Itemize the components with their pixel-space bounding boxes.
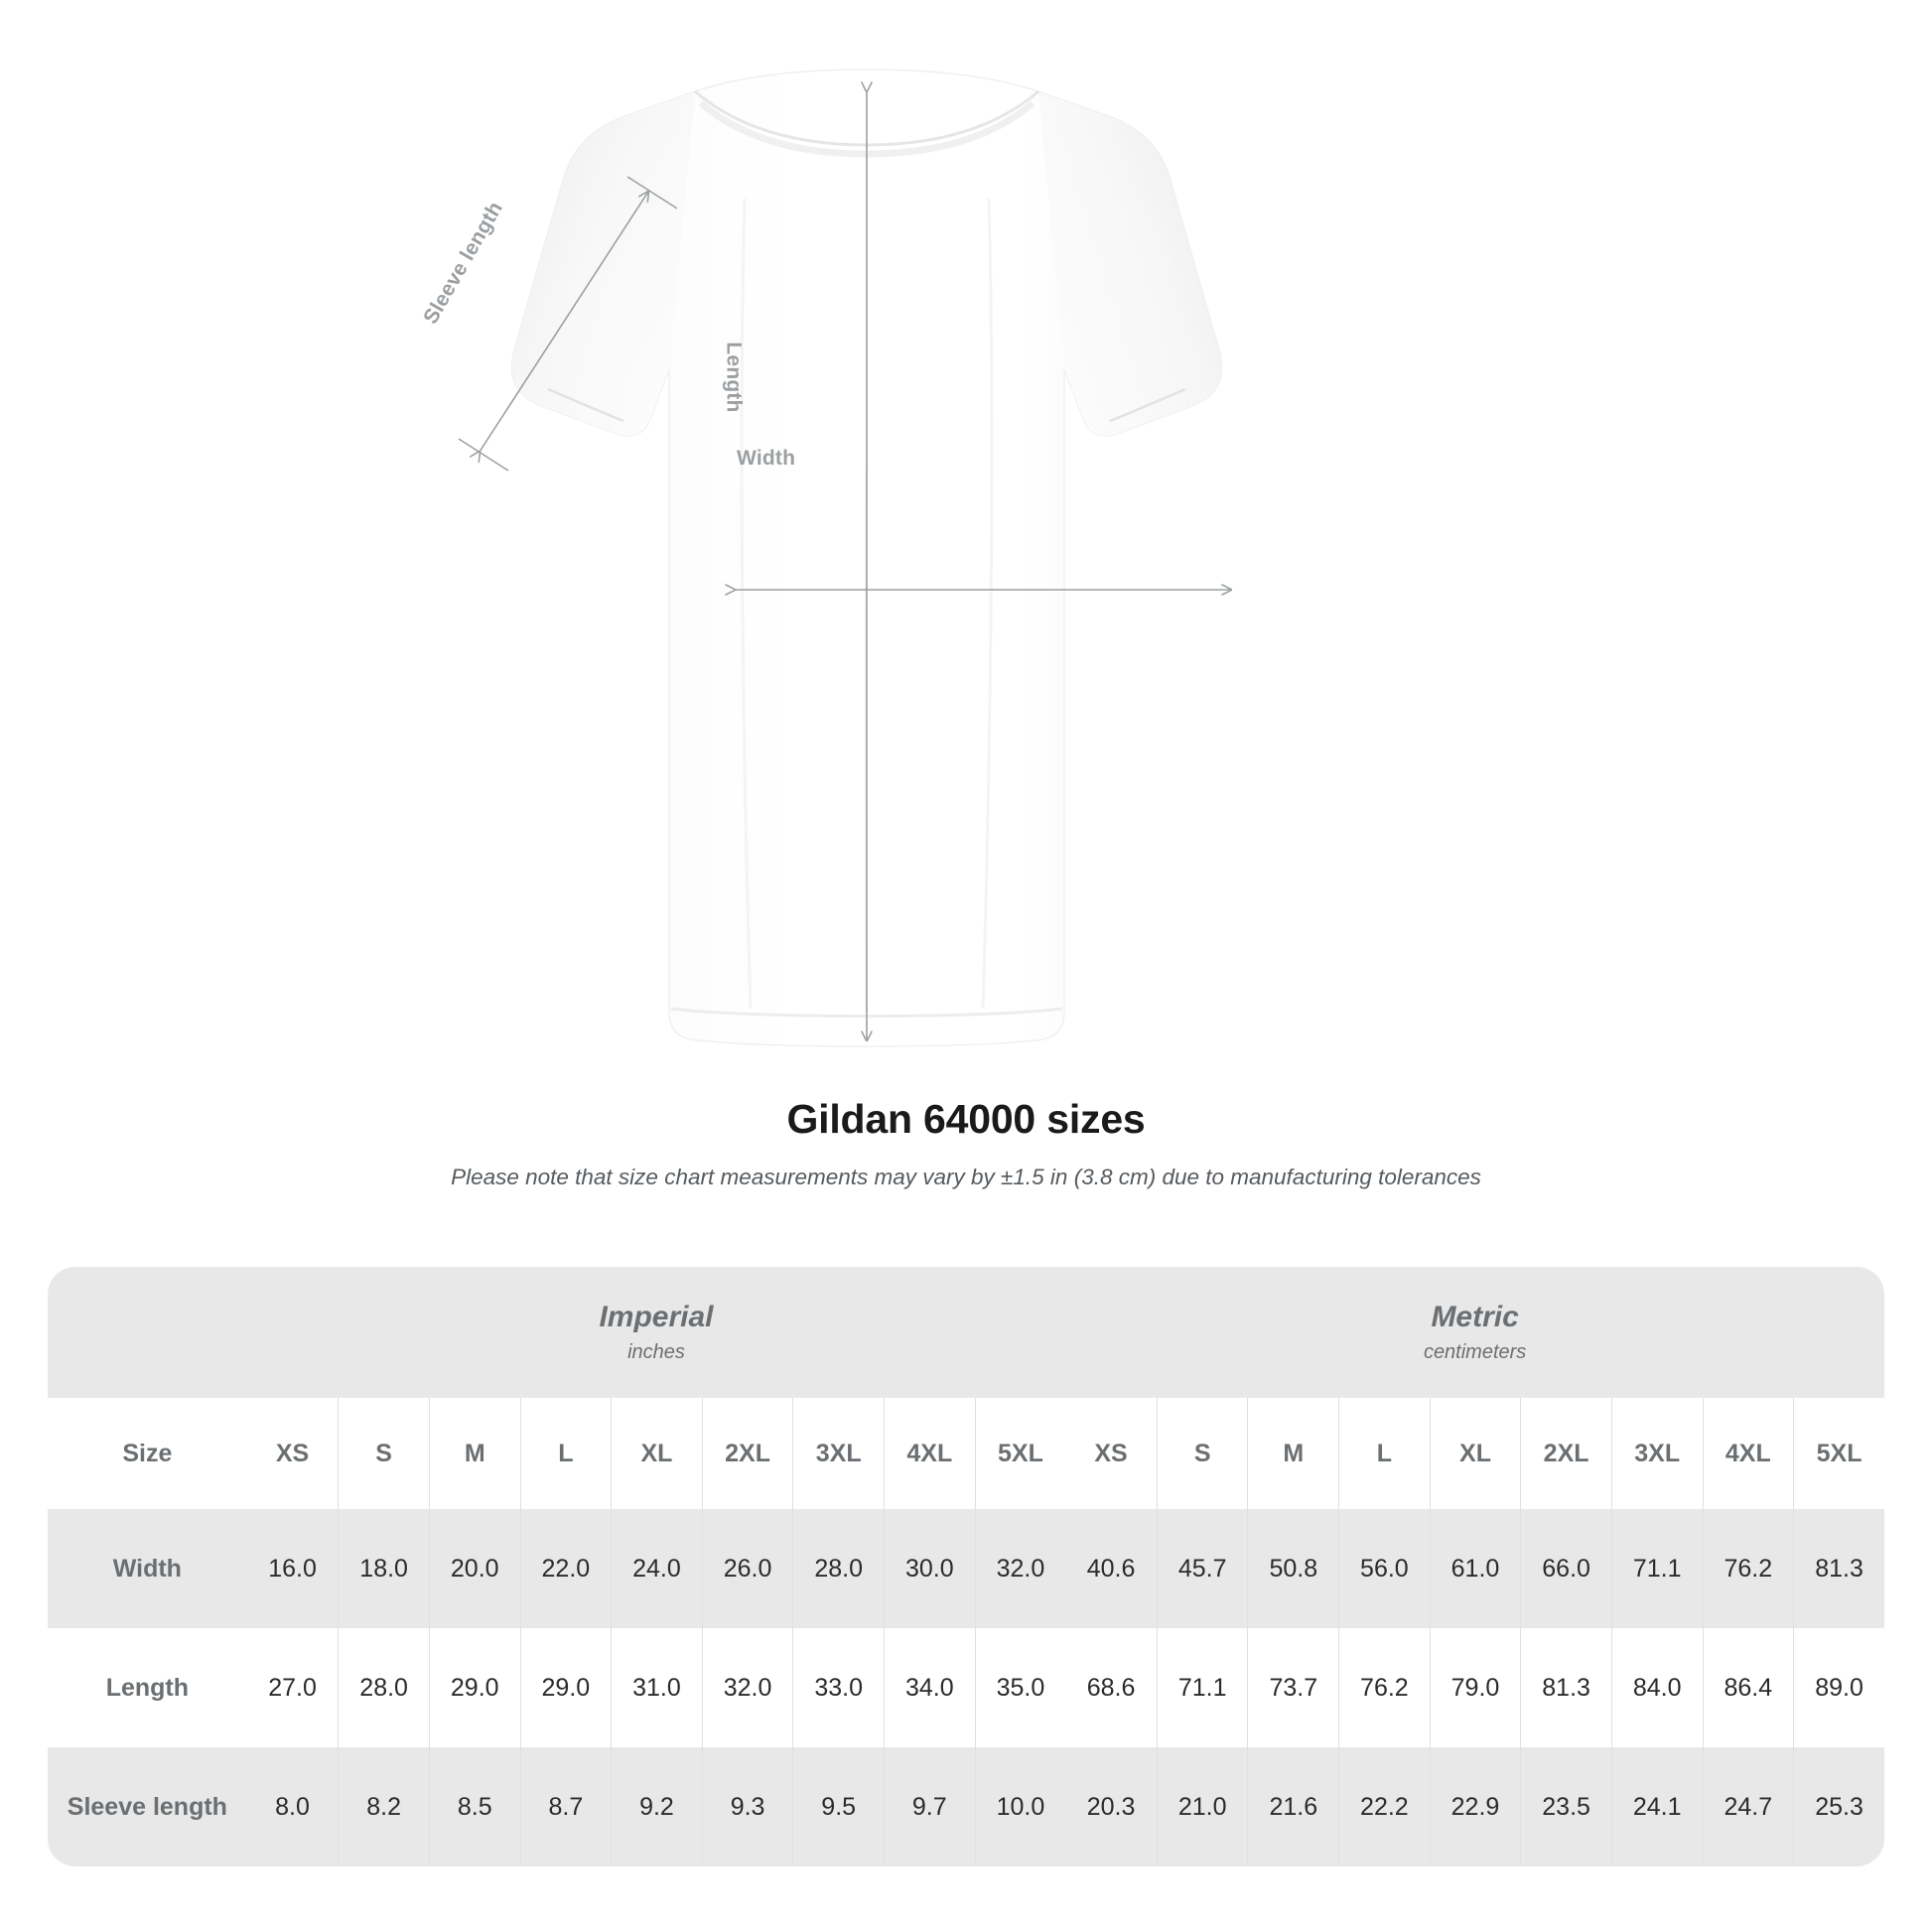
cell-sleeve-length-imperial-5xl: 10.0 [974,1747,1066,1866]
cell-width-metric-m: 50.8 [1247,1509,1339,1628]
cell-sleeve-length-imperial-l: 8.7 [519,1747,612,1866]
cell-width-imperial-l: 22.0 [519,1509,612,1628]
size-chart-table: Imperial inches Metric centimeters Size XS S M L… [48,1267,1884,1866]
unit-group-subtitle: centimeters [1423,1340,1527,1363]
size-header-l: L [1338,1398,1430,1509]
size-header-l: L [519,1398,612,1509]
cell-sleeve-length-metric-l: 22.2 [1338,1747,1430,1866]
size-header-4xl: 4XL [1702,1398,1794,1509]
unit-group-imperial: Imperial inches [246,1267,1066,1398]
cell-length-metric-xs: 68.6 [1065,1628,1157,1747]
cell-sleeve-length-imperial-2xl: 9.3 [701,1747,793,1866]
cell-width-imperial-s: 18.0 [338,1509,429,1628]
cell-width-imperial-4xl: 30.0 [883,1509,975,1628]
size-header-m: M [1247,1398,1339,1509]
cell-length-metric-5xl: 89.0 [1793,1628,1884,1747]
cell-sleeve-length-imperial-3xl: 9.5 [792,1747,884,1866]
cell-width-metric-3xl: 71.1 [1610,1509,1703,1628]
unit-group-name: Metric [1431,1301,1519,1334]
size-header-m: M [428,1398,520,1509]
cell-width-metric-s: 45.7 [1156,1509,1248,1628]
size-header-s: S [338,1398,429,1509]
sleeve-length-dimension-arrow [480,192,648,452]
size-header-2xl: 2XL [1520,1398,1611,1509]
unit-header-blank [48,1267,247,1398]
page-title: Gildan 64000 sizes [786,1096,1146,1142]
cell-width-imperial-5xl: 32.0 [974,1509,1066,1628]
cell-length-imperial-2xl: 32.0 [701,1628,793,1747]
cell-length-metric-3xl: 84.0 [1610,1628,1703,1747]
cell-width-metric-xl: 61.0 [1429,1509,1521,1628]
tshirt-illustration [458,69,1932,1047]
size-header-row: Size XS S M L XL 2XL 3XL 4XL 5XL XS S M L XL 2XL 3XL 4XL 5… [48,1398,1884,1509]
cell-length-imperial-l: 29.0 [519,1628,612,1747]
cell-length-metric-xl: 79.0 [1429,1628,1521,1747]
unit-group-name: Imperial [599,1301,714,1334]
cell-width-imperial-3xl: 28.0 [792,1509,884,1628]
cell-sleeve-length-metric-4xl: 24.7 [1702,1747,1794,1866]
cell-sleeve-length-metric-xl: 22.9 [1429,1747,1521,1866]
size-header-label: Size [48,1398,247,1509]
table-row: Sleeve length 8.0 8.2 8.5 8.7 9.2 9.3 9.5 9.7 10.… [48,1747,1884,1866]
tshirt-diagram: Sleeve length Length Width [419,69,1932,1047]
unit-group-subtitle: inches [627,1340,685,1363]
size-table-wrapper: Imperial inches Metric centimeters Size XS S M L… [48,1267,1884,1866]
size-header-3xl: 3XL [1610,1398,1703,1509]
unit-header-row: Imperial inches Metric centimeters [48,1267,1884,1398]
table-row: Length 27.0 28.0 29.0 29.0 31.0 32.0 33.0 34.0 35… [48,1628,1884,1747]
cell-sleeve-length-imperial-4xl: 9.7 [883,1747,975,1866]
cell-length-imperial-4xl: 34.0 [883,1628,975,1747]
cell-width-imperial-xs: 16.0 [246,1509,339,1628]
cell-width-metric-5xl: 81.3 [1793,1509,1884,1628]
cell-length-imperial-xs: 27.0 [246,1628,339,1747]
cell-sleeve-length-metric-2xl: 23.5 [1520,1747,1611,1866]
unit-group-metric: Metric centimeters [1065,1267,1884,1398]
size-header-2xl: 2XL [701,1398,793,1509]
size-header-5xl: 5XL [1793,1398,1884,1509]
cell-width-metric-2xl: 66.0 [1520,1509,1611,1628]
cell-length-imperial-s: 28.0 [338,1628,429,1747]
cell-width-metric-l: 56.0 [1338,1509,1430,1628]
size-header-xl: XL [611,1398,702,1509]
row-label-width: Width [48,1509,247,1628]
title-block: Gildan 64000 sizes Please note that size… [0,1096,1932,1191]
cell-sleeve-length-metric-xs: 20.3 [1065,1747,1157,1866]
cell-length-imperial-m: 29.0 [428,1628,520,1747]
tolerance-note: Please note that size chart measurements… [451,1165,1481,1190]
cell-length-metric-2xl: 81.3 [1520,1628,1611,1747]
cell-width-metric-xs: 40.6 [1065,1509,1157,1628]
row-label-length: Length [48,1628,247,1747]
size-header-3xl: 3XL [792,1398,884,1509]
cell-sleeve-length-metric-m: 21.6 [1247,1747,1339,1866]
size-header-5xl: 5XL [974,1398,1066,1509]
cell-sleeve-length-imperial-s: 8.2 [338,1747,429,1866]
cell-width-imperial-m: 20.0 [428,1509,520,1628]
cell-length-metric-m: 73.7 [1247,1628,1339,1747]
cell-length-metric-l: 76.2 [1338,1628,1430,1747]
cell-width-imperial-xl: 24.0 [611,1509,702,1628]
cell-sleeve-length-imperial-xl: 9.2 [611,1747,702,1866]
width-label: Width [737,447,796,470]
cell-width-imperial-2xl: 26.0 [701,1509,793,1628]
cell-length-imperial-5xl: 35.0 [974,1628,1066,1747]
cell-sleeve-length-metric-s: 21.0 [1156,1747,1248,1866]
size-header-xl: XL [1429,1398,1521,1509]
cell-length-metric-4xl: 86.4 [1702,1628,1794,1747]
size-header-xs: XS [1065,1398,1157,1509]
cell-length-imperial-3xl: 33.0 [792,1628,884,1747]
cell-sleeve-length-metric-5xl: 25.3 [1793,1747,1884,1866]
table-row: Width 16.0 18.0 20.0 22.0 24.0 26.0 28.0 30.0 32.… [48,1509,1884,1628]
cell-width-metric-4xl: 76.2 [1702,1509,1794,1628]
cell-length-metric-s: 71.1 [1156,1628,1248,1747]
cell-length-imperial-xl: 31.0 [611,1628,702,1747]
size-header-s: S [1156,1398,1248,1509]
cell-sleeve-length-imperial-xs: 8.0 [246,1747,339,1866]
size-header-4xl: 4XL [883,1398,975,1509]
cell-sleeve-length-imperial-m: 8.5 [428,1747,520,1866]
length-label: Length [722,342,746,413]
row-label-sleeve-length: Sleeve length [48,1747,247,1866]
cell-sleeve-length-metric-3xl: 24.1 [1610,1747,1703,1866]
size-header-xs: XS [246,1398,339,1509]
